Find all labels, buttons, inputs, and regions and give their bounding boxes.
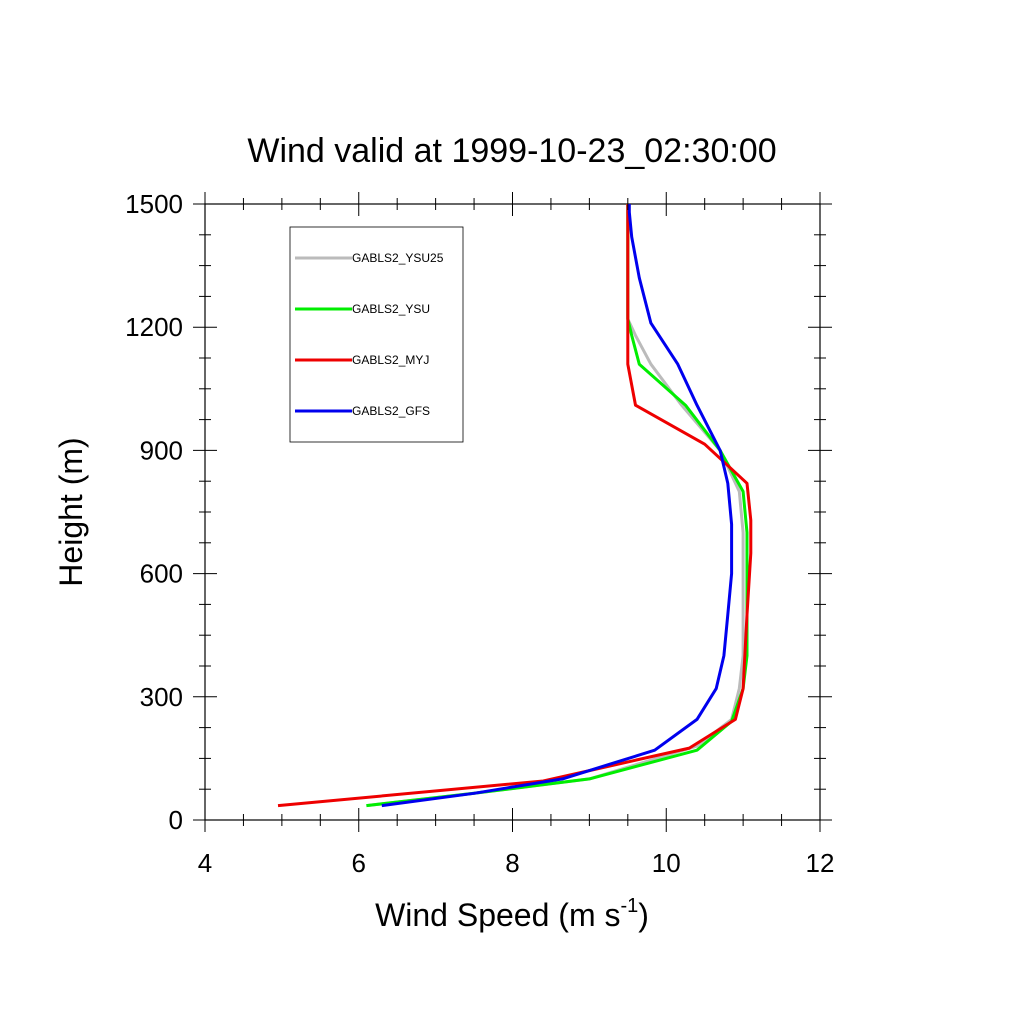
y-tick-label: 1200 bbox=[125, 312, 183, 342]
legend-box bbox=[289, 226, 464, 443]
x-tick-label: 10 bbox=[652, 848, 681, 878]
legend: GABLS2_YSU25 GABLS2_YSU GABLS2_MYJ GABLS2_G… bbox=[289, 226, 464, 443]
chart-title: Wind valid at 1999-10-23_02:30:00 bbox=[247, 132, 776, 170]
x-tick-label: 4 bbox=[198, 848, 212, 878]
legend-label: GABLS2_GFS bbox=[352, 404, 430, 418]
x-tick-label: 8 bbox=[505, 848, 519, 878]
y-tick-label: 600 bbox=[140, 559, 183, 589]
y-tick-label: 0 bbox=[169, 805, 183, 835]
y-axis-label: Height (m) bbox=[53, 437, 89, 586]
legend-label: GABLS2_YSU bbox=[352, 302, 430, 316]
series-layer bbox=[277, 204, 753, 808]
y-tick-label: 300 bbox=[140, 682, 183, 712]
legend-label: GABLS2_MYJ bbox=[352, 353, 429, 367]
x-tick-label: 12 bbox=[806, 848, 835, 878]
y-tick-label: 900 bbox=[140, 435, 183, 465]
legend-label: GABLS2_YSU25 bbox=[352, 251, 444, 265]
y-tick-label: 1500 bbox=[125, 189, 183, 219]
axis-ticks: 4 6 8 10 12 0 300 600 900 1200 1500 bbox=[125, 189, 834, 878]
series-line-gabls2-gfs bbox=[381, 204, 734, 808]
x-tick-label: 6 bbox=[352, 848, 366, 878]
x-axis-label: Wind Speed (m s-1) bbox=[375, 895, 649, 933]
series-line-gabls2-myj bbox=[277, 204, 753, 808]
